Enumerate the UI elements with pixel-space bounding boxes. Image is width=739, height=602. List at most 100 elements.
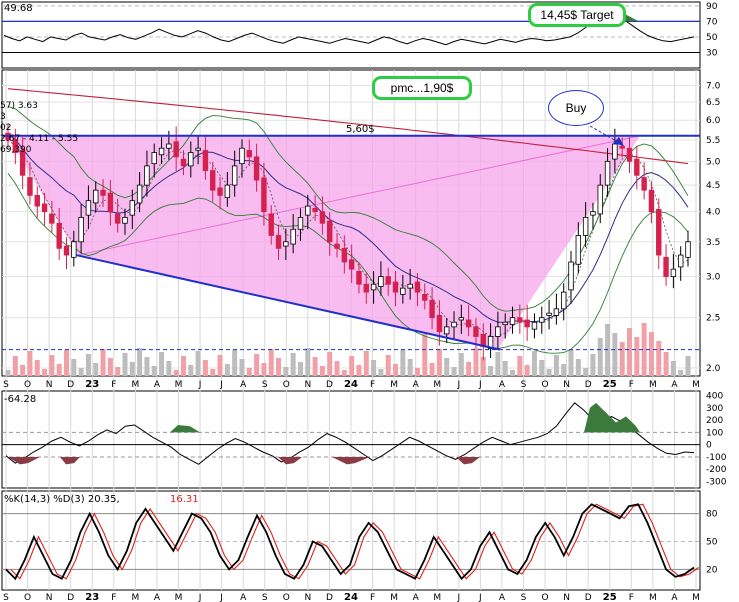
volume-bar [627, 328, 633, 376]
candle-body [429, 299, 435, 319]
candle-body [41, 203, 48, 213]
month-label: A [154, 380, 161, 390]
price-tick-label: 5.0 [706, 157, 721, 167]
volume-bar [78, 368, 84, 376]
volume-bar [656, 341, 662, 376]
volume-bar [641, 323, 647, 376]
volume-bar [502, 361, 508, 376]
cci-line [5, 402, 695, 465]
candle-body [297, 216, 304, 230]
month-label-bottom: F [111, 593, 116, 602]
candle-body [290, 228, 296, 245]
month-label-bottom: D [326, 593, 333, 602]
candle-body [224, 184, 231, 199]
month-label-bottom: J [456, 593, 460, 602]
month-label: D [585, 380, 592, 390]
month-label: M [175, 380, 183, 390]
candle-body [487, 336, 494, 350]
price-tick-label: 3.5 [706, 238, 720, 248]
month-label-bottom: M [175, 593, 183, 602]
candle-body [436, 315, 443, 333]
month-label: A [499, 380, 506, 390]
candle-body [122, 216, 128, 224]
volume-bar [436, 349, 442, 376]
month-label: F [111, 380, 116, 390]
price-tick-label: 6.0 [706, 116, 721, 126]
price-tick-label: 2.5 [706, 314, 720, 324]
month-label-bottom: F [629, 593, 634, 602]
candle-body [312, 207, 318, 213]
volume-bar [312, 357, 318, 376]
volume-bar [488, 366, 494, 376]
month-label: M [390, 380, 398, 390]
candle-body [685, 241, 691, 258]
volume-bar [115, 367, 121, 376]
candle-body [392, 281, 399, 293]
candle-body [597, 184, 603, 215]
month-label: O [24, 380, 31, 390]
volume-bar [517, 356, 523, 376]
candle-body [100, 189, 106, 196]
candle-body [648, 189, 655, 213]
month-label-bottom: J [219, 593, 223, 602]
volume-bar [495, 352, 501, 376]
month-label-bottom: O [542, 593, 549, 602]
candle-body [107, 192, 114, 213]
candle-body [378, 276, 384, 287]
price-legend-line: 69,390 [0, 145, 32, 155]
month-label-bottom: D [585, 593, 592, 602]
volume-bar [575, 359, 581, 376]
volume-bar [663, 352, 669, 376]
month-label: J [198, 380, 202, 390]
volume-bar [20, 365, 26, 376]
volume-bar [93, 363, 99, 376]
candle-body [56, 222, 62, 249]
volume-bar [590, 354, 596, 376]
candle-body [677, 254, 684, 268]
rsi-tick-label: 30 [706, 48, 718, 58]
month-label-bottom: J [198, 593, 202, 602]
month-label-bottom: F [370, 593, 375, 602]
volume-bar [319, 366, 325, 376]
candle-body [575, 235, 582, 265]
cci-tick-label: 300 [706, 404, 723, 414]
month-label: A [413, 380, 420, 390]
cci-negative-fill [332, 456, 370, 465]
month-label: S [3, 380, 9, 390]
volume-bar [224, 364, 230, 376]
month-label-bottom: M [390, 593, 398, 602]
candle-body [473, 326, 479, 337]
month-label-bottom: N [563, 593, 570, 602]
candle-body [144, 165, 150, 186]
candle-body [363, 283, 369, 293]
candle-body [634, 158, 640, 176]
candle-body [85, 200, 92, 216]
price-tick-label: 7.0 [706, 81, 721, 91]
price-tick-label: 2.0 [706, 364, 721, 374]
volume-bar [363, 351, 369, 376]
volume-bar [458, 353, 464, 376]
volume-bar [597, 338, 603, 376]
cci-negative-fill [8, 456, 40, 465]
candle-body [151, 152, 157, 165]
volume-bar [670, 361, 676, 376]
volume-bar [122, 353, 128, 376]
candle-body [458, 317, 465, 321]
rsi-tick-label: 50 [706, 33, 718, 43]
month-label-bottom: M [131, 593, 139, 602]
cci-tick-label: -200 [706, 465, 727, 475]
candle-body [663, 256, 669, 277]
volume-bar [678, 370, 684, 376]
candle-body [136, 184, 143, 204]
target-callout: 14,45$ Target [528, 3, 626, 27]
candle-body [656, 209, 662, 256]
month-label: 24 [344, 379, 358, 390]
month-label: 23 [85, 379, 99, 390]
price-legend-line: 57) 3.63 [0, 101, 38, 111]
volume-bar [12, 356, 18, 376]
candle-body [341, 247, 348, 263]
volume-bar [473, 348, 479, 376]
volume-bar [188, 365, 194, 376]
volume-bar [297, 362, 303, 376]
